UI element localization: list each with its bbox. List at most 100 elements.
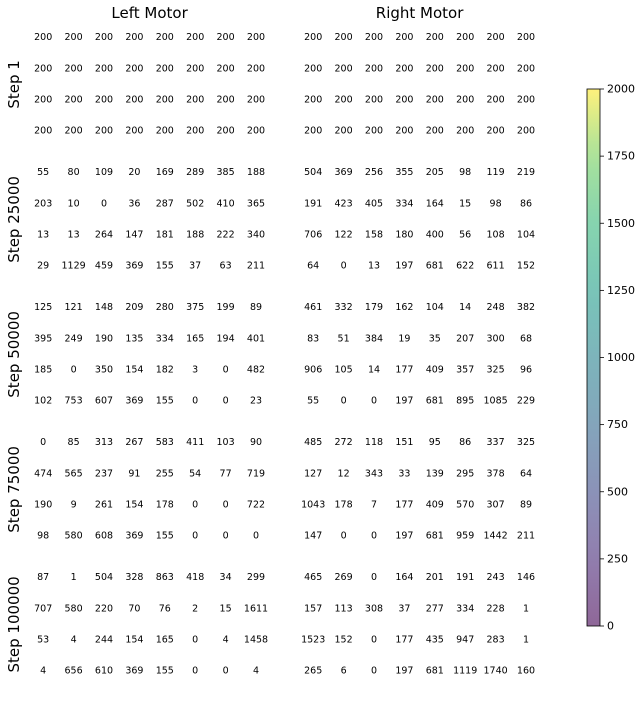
cell-value-label: 299	[247, 572, 265, 583]
cell-value-label: 1043	[301, 500, 325, 511]
cell-value-label: 300	[487, 333, 505, 344]
cell-value-label: 369	[125, 261, 143, 272]
cell-value-label: 0	[371, 635, 377, 646]
row-label: Step 50000	[5, 311, 23, 398]
cell-value-label: 37	[189, 261, 201, 272]
cell-value-label: 0	[223, 365, 229, 376]
cell-value-label: 194	[217, 333, 235, 344]
cell-value-label: 580	[65, 531, 83, 542]
cell-value-label: 0	[192, 396, 198, 407]
cell-value-label: 4	[223, 635, 229, 646]
cell-value-label: 51	[338, 333, 350, 344]
cell-value-label: 0	[341, 396, 347, 407]
cell-value-label: 0	[223, 500, 229, 511]
cell-value-label: 200	[95, 63, 113, 74]
cell-value-label: 485	[304, 437, 322, 448]
cell-value-label: 0	[371, 396, 377, 407]
cell-value-label: 102	[34, 396, 52, 407]
cell-value-label: 272	[335, 437, 353, 448]
cell-value-label: 244	[95, 635, 113, 646]
cell-value-label: 179	[365, 302, 383, 313]
cell-value-label: 200	[395, 63, 413, 74]
cell-value-label: 89	[250, 302, 262, 313]
cell-value-label: 369	[125, 531, 143, 542]
cell-value-label: 608	[95, 531, 113, 542]
cell-value-label: 200	[365, 95, 383, 106]
cell-value-label: 607	[95, 396, 113, 407]
cell-value-label: 0	[71, 365, 77, 376]
cell-value-label: 95	[429, 437, 441, 448]
cell-value-label: 15	[459, 198, 471, 209]
cell-value-label: 191	[304, 198, 322, 209]
cell-value-label: 200	[65, 95, 83, 106]
cell-value-label: 343	[365, 468, 383, 479]
cell-value-label: 64	[520, 468, 532, 479]
colorbar-tick-label: 500	[607, 485, 628, 498]
cell-value-label: 64	[307, 261, 319, 272]
cell-value-label: 207	[456, 333, 474, 344]
cell-value-label: 118	[365, 437, 383, 448]
cell-value-label: 152	[517, 261, 535, 272]
cell-value-label: 0	[371, 572, 377, 583]
heatmap-panel-right-step-3: 485 272 118 151 95 86 337 325 127 12 343 33 139 295 37…	[301, 437, 535, 542]
colorbar-gradient	[587, 89, 600, 626]
cell-value-label: 502	[186, 198, 204, 209]
cell-value-label: 395	[34, 333, 52, 344]
cell-value-label: 86	[520, 198, 532, 209]
cell-value-label: 504	[304, 167, 322, 178]
cell-value-label: 199	[217, 302, 235, 313]
heatmap-panel-right-step-0: 200 200 200 200 200 200 200 200 200 200 200 200 200 2…	[304, 32, 535, 137]
cell-value-label: 103	[217, 437, 235, 448]
cell-value-label: 197	[395, 666, 413, 677]
cell-value-label: 188	[247, 167, 265, 178]
cell-value-label: 610	[95, 666, 113, 677]
cell-value-label: 350	[95, 365, 113, 376]
cell-value-label: 154	[125, 365, 143, 376]
cell-value-label: 89	[520, 500, 532, 511]
cell-value-label: 70	[128, 603, 140, 614]
cell-value-label: 265	[304, 666, 322, 677]
colorbar-tick-label: 1750	[607, 150, 635, 163]
cell-value-label: 200	[247, 95, 265, 106]
colorbar-tick-label: 250	[607, 552, 628, 565]
cell-value-label: 200	[156, 32, 174, 43]
cell-value-label: 340	[247, 230, 265, 241]
cell-value-label: 369	[335, 167, 353, 178]
cell-value-label: 200	[426, 63, 444, 74]
cell-value-label: 165	[156, 635, 174, 646]
cell-value-label: 200	[65, 32, 83, 43]
cell-value-label: 200	[125, 126, 143, 137]
cell-value-label: 461	[304, 302, 322, 313]
cell-value-label: 7	[371, 500, 377, 511]
cell-value-label: 200	[456, 32, 474, 43]
cell-value-label: 96	[520, 365, 532, 376]
cell-value-label: 200	[247, 126, 265, 137]
cell-value-label: 200	[34, 126, 52, 137]
cell-value-label: 200	[304, 126, 322, 137]
cell-value-label: 1	[523, 635, 529, 646]
cell-value-label: 264	[95, 230, 113, 241]
cell-value-label: 295	[456, 468, 474, 479]
cell-value-label: 177	[395, 365, 413, 376]
cell-value-label: 459	[95, 261, 113, 272]
cell-value-label: 220	[95, 603, 113, 614]
cell-value-label: 211	[247, 261, 265, 272]
cell-value-label: 200	[186, 32, 204, 43]
heatmap-panel-left-step-2: 125 121 148 209 280 375 199 89 395 249 190 135 334 16…	[34, 302, 265, 407]
cell-value-label: 722	[247, 500, 265, 511]
cell-value-label: 200	[395, 32, 413, 43]
cell-value-label: 200	[426, 32, 444, 43]
cell-value-label: 200	[304, 63, 322, 74]
cell-value-label: 200	[125, 63, 143, 74]
cell-value-label: 719	[247, 468, 265, 479]
cell-value-label: 1	[71, 572, 77, 583]
cell-value-label: 63	[220, 261, 232, 272]
row-label: Step 25000	[5, 176, 23, 263]
cell-value-label: 418	[186, 572, 204, 583]
cell-value-label: 200	[125, 32, 143, 43]
cell-value-label: 33	[398, 468, 410, 479]
cell-value-label: 90	[250, 437, 262, 448]
cell-value-label: 248	[487, 302, 505, 313]
cell-value-label: 147	[125, 230, 143, 241]
cell-value-label: 200	[156, 63, 174, 74]
